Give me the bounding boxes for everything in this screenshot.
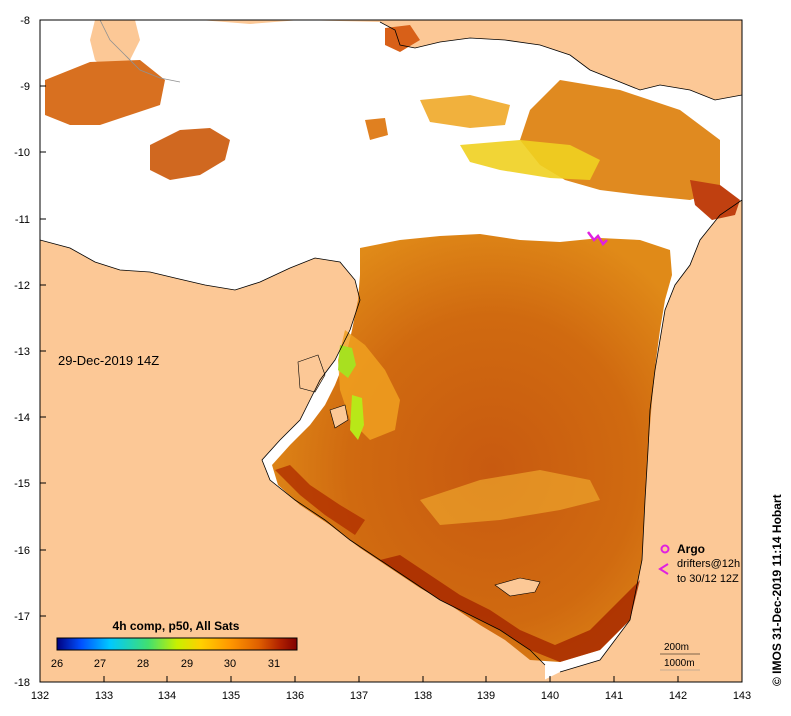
- coastline-north: [379, 21, 742, 101]
- lat-tick: -12: [14, 280, 30, 292]
- sst-patch-north: [385, 25, 420, 52]
- contour-200m-label: 200m: [664, 642, 689, 653]
- colorbar-tick: 26: [51, 658, 63, 670]
- lat-tick-labels: -8 -9 -10 -11 -12 -13 -14 -15 -16 -17 -1…: [14, 15, 30, 689]
- lon-tick: 138: [414, 690, 432, 702]
- lon-tick-marks: [39, 676, 743, 682]
- lat-tick: -17: [14, 611, 30, 623]
- lat-tick: -8: [20, 15, 30, 27]
- colorbar-tick: 27: [94, 658, 106, 670]
- colorbar: [56, 637, 298, 651]
- argo-label: Argo: [677, 542, 705, 556]
- lon-tick: 142: [669, 690, 687, 702]
- date-label: 29-Dec-2019 14Z: [58, 353, 159, 368]
- sst-west-coast-warm: [275, 465, 365, 535]
- lon-tick: 140: [541, 690, 559, 702]
- land-new-guinea: [40, 20, 742, 100]
- credit-label: © IMOS 31-Dec-2019 11:14 Hobart: [770, 494, 784, 686]
- argo-drifter-track: [587, 231, 608, 246]
- drifters-sub-label: to 30/12 12Z: [677, 573, 739, 585]
- lon-tick: 137: [350, 690, 368, 702]
- sst-green-patch: [338, 345, 356, 378]
- sst-patch-centre: [420, 95, 510, 128]
- lat-tick-marks: [40, 19, 46, 683]
- sst-light-band: [420, 470, 600, 525]
- colorbar-tick: 31: [268, 658, 280, 670]
- sst-patch-small: [365, 118, 388, 140]
- lat-tick: -18: [14, 677, 30, 689]
- sst-green-patch-2: [350, 395, 364, 440]
- river-north: [99, 20, 181, 83]
- sst-arafura-west: [150, 128, 230, 180]
- lat-tick: -15: [14, 478, 30, 490]
- lon-tick: 134: [158, 690, 176, 702]
- lon-tick: 135: [222, 690, 240, 702]
- drifters-label: drifters@12h: [677, 558, 740, 570]
- land-cape-york: [540, 200, 742, 682]
- colorbar-tick: 28: [137, 658, 149, 670]
- coastline-west: [40, 239, 546, 666]
- sst-coastal-warm: [380, 555, 640, 662]
- lat-tick: -11: [15, 214, 30, 226]
- lon-tick: 133: [95, 690, 113, 702]
- coastline-east: [559, 199, 742, 673]
- lat-tick: -14: [14, 412, 30, 424]
- lon-tick: 139: [477, 690, 495, 702]
- sst-arafura-nw: [45, 60, 165, 125]
- lon-tick: 132: [31, 690, 49, 702]
- colorbar-ticks: 26 27 28 29 30 31: [51, 658, 280, 670]
- sst-yellow-band: [460, 140, 600, 180]
- lat-tick: -16: [14, 545, 30, 557]
- drifter-arrow-icon: [658, 563, 669, 575]
- colorbar-tick: 29: [181, 658, 193, 670]
- lat-tick: -13: [14, 346, 30, 358]
- lon-tick-labels: 132 133 134 135 136 137 138 139 140 141 …: [31, 690, 751, 702]
- lat-tick: -10: [14, 147, 30, 159]
- contour-1000m-label: 1000m: [664, 658, 695, 669]
- colorbar-title: 4h comp, p50, All Sats: [113, 619, 240, 633]
- land-arnhem: [40, 240, 545, 682]
- lat-tick: -9: [20, 81, 30, 93]
- argo-marker-icon: [660, 544, 670, 554]
- island-mornington: [494, 577, 541, 597]
- island-wessel: [329, 404, 349, 429]
- lon-tick: 136: [286, 690, 304, 702]
- lon-tick: 141: [605, 690, 623, 702]
- colorbar-tick: 30: [224, 658, 236, 670]
- lon-tick: 143: [733, 690, 751, 702]
